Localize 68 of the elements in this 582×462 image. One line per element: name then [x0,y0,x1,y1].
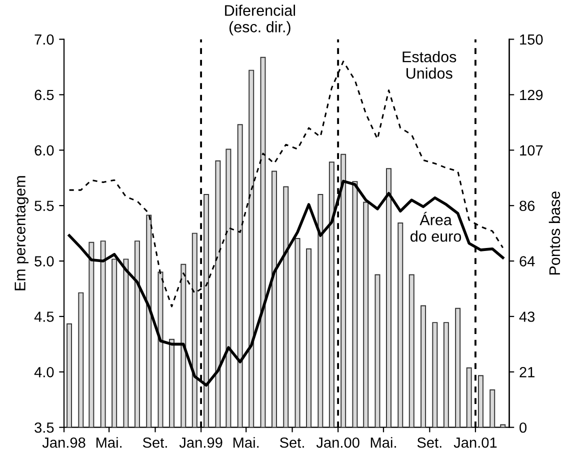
y-tick-label: 5.0 [34,256,54,266]
bar [248,70,254,428]
bar [294,238,300,428]
bar [146,214,152,428]
bar [386,168,392,428]
bar [398,222,404,428]
y-tick-label: 6.5 [34,90,54,100]
bar [363,202,369,428]
y2-tick-label: 43 [519,312,535,322]
bar [192,232,198,428]
x-tick-label: Mai. [96,437,122,448]
x-tick-label: Jan.98 [42,437,86,448]
bar [306,248,312,428]
bar [78,292,84,428]
bar [66,323,72,428]
bar [328,162,334,428]
y-tick-label: 7.0 [34,34,54,45]
y2-tick-label: 107 [520,145,543,156]
x-tick-label: Set. [142,437,167,448]
y2-tick-label: 86 [520,200,535,212]
x-tick-label: Set. [280,437,304,448]
bar [237,124,243,428]
bar [490,389,496,428]
bar [374,274,380,428]
bar [478,375,484,428]
bar [318,194,324,428]
bar [272,170,277,428]
x-tick-label: Jan.99 [179,437,222,448]
x-tick-label: Mai. [234,437,259,448]
y-tick-label: 5.5 [34,200,54,212]
bar [340,154,346,428]
y2-tick-label: 21 [520,367,534,378]
y2-axis-title: Pontos base [548,192,560,275]
x-tick-label: Jan.00 [316,437,360,448]
bar [134,240,140,428]
series-label: Área do euro [410,212,462,242]
bar [226,148,232,428]
y-tick-label: 3.5 [34,422,54,433]
bar [180,264,186,428]
y2-tick-label: 150 [520,34,543,45]
y2-tick-label: 64 [520,256,535,266]
bar [169,338,174,428]
bar [432,322,438,428]
y2-tick-label: 0 [520,422,527,433]
bar [420,305,426,428]
bar [443,322,449,428]
bar [100,240,106,428]
y-axis-title: Em percentagem [14,176,28,290]
bar [88,242,94,428]
bar [466,367,472,428]
bar [408,274,414,428]
bar [204,194,210,428]
series-label: Estados Unidos [402,51,456,79]
bar [455,308,461,428]
text: Diferencial (esc. dir.) [225,4,295,36]
x-tick-label: Set. [417,437,442,448]
y-tick-label: 4.0 [34,367,54,378]
y2-tick-label: 129 [520,90,543,100]
x-tick-label: Mai. [370,437,396,448]
bar [352,181,358,428]
x-tick-label: Jan.01 [454,437,497,448]
bar [123,258,129,428]
bar [112,258,118,428]
bar [215,160,221,428]
bar [283,186,289,428]
y-tick-label: 4.5 [34,312,54,322]
bar [260,56,266,428]
y-tick-label: 6.0 [34,145,54,156]
